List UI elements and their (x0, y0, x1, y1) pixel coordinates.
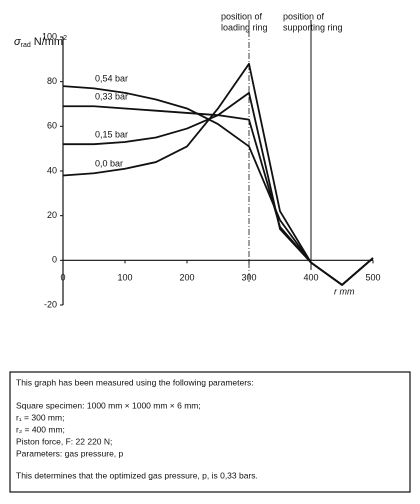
parameter-line: This determines that the optimized gas p… (16, 470, 258, 480)
parameter-line: Piston force, F: 22 220 N; (16, 436, 112, 446)
y-label-unit: N/mm (34, 36, 63, 48)
parameter-line: r₁ = 300 mm; (16, 412, 64, 422)
y-axis-label: σrad N/mm2 (14, 35, 67, 49)
y-tick-label: 80 (47, 76, 57, 86)
x-axis-label: r mm (334, 286, 355, 296)
annotation-text: loading ring (221, 22, 268, 32)
parameter-line: r₂ = 400 mm; (16, 424, 65, 434)
parameter-line: This graph has been measured using the f… (16, 377, 254, 387)
y-tick-label: 40 (47, 165, 57, 175)
series-label: 0,0 bar (95, 159, 123, 169)
y-tick-label: 20 (47, 210, 57, 220)
x-tick-label: 200 (179, 273, 194, 283)
parameter-text: This graph has been measured using the f… (16, 377, 258, 480)
y-tick-label: 0 (52, 255, 57, 265)
series-line (62, 62, 374, 286)
y-tick-label: -20 (44, 299, 57, 309)
series-label: 0,15 bar (95, 130, 128, 140)
parameter-line: Parameters: gas pressure, p (16, 448, 124, 458)
y-label-symbol: σ (14, 36, 21, 48)
y-label-superscript: 2 (63, 35, 67, 42)
x-tick-label: 100 (117, 273, 132, 283)
parameter-box (9, 371, 411, 493)
x-tick-label: 500 (365, 273, 380, 283)
x-tick-label: 0 (60, 273, 65, 283)
annotation-text: position of (283, 11, 325, 21)
x-tick-label: 400 (303, 273, 318, 283)
series-line (63, 91, 374, 286)
y-tick-label: 100 (42, 31, 57, 41)
series-label: 0,33 bar (95, 92, 128, 102)
annotation-text: position of (221, 11, 263, 21)
y-label-subscript: rad (21, 42, 31, 49)
y-tick-label: 60 (47, 121, 57, 131)
annotation-text: supporting ring (283, 22, 343, 32)
series-label: 0,54 bar (95, 74, 128, 84)
parameter-line: Square specimen: 1000 mm × 1000 mm × 6 m… (16, 400, 201, 410)
